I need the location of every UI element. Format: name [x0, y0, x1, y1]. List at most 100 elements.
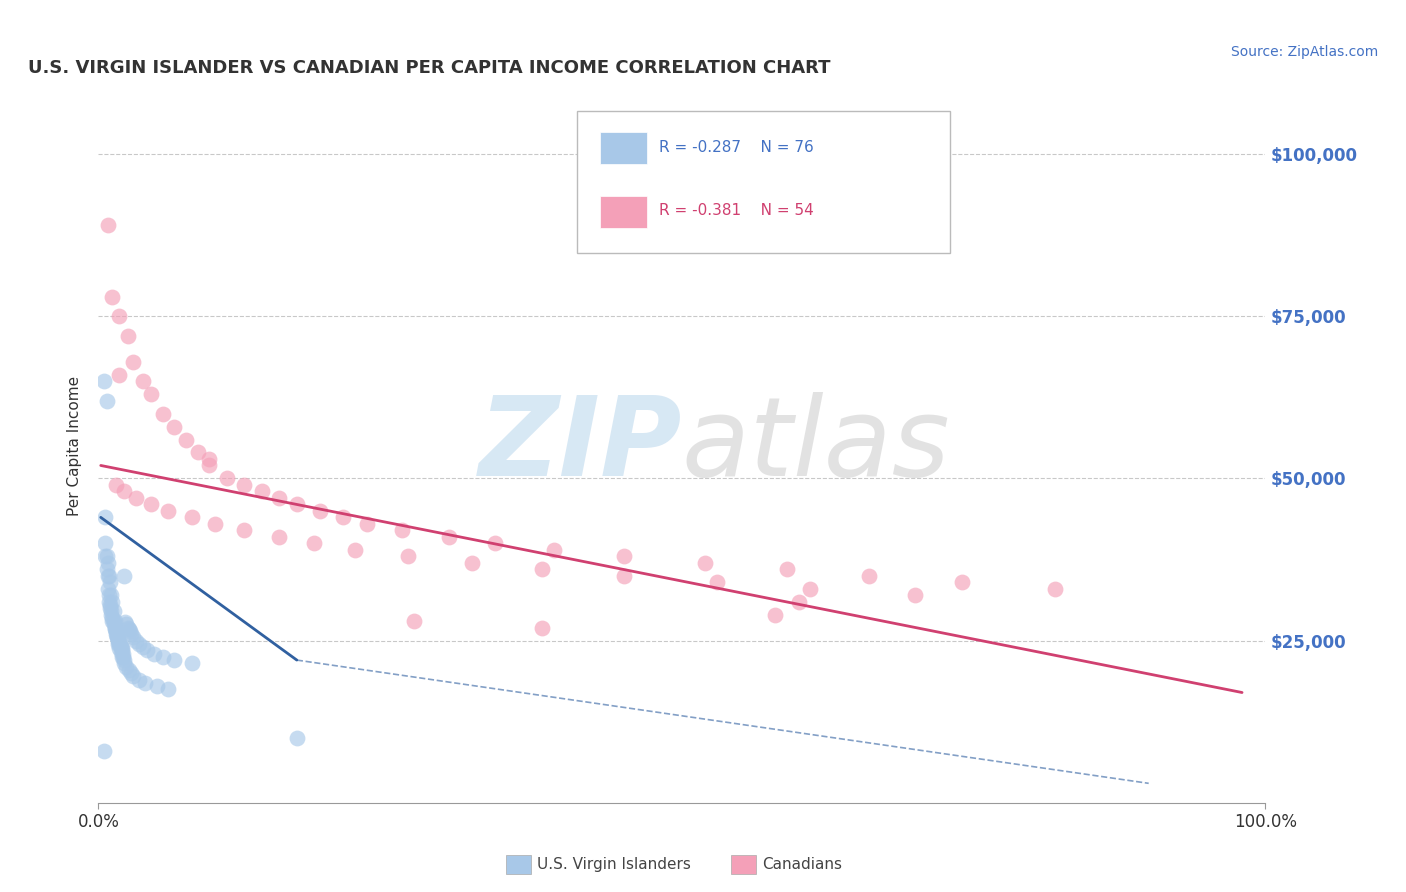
- Point: [143, 647, 166, 661]
- Text: atlas: atlas: [682, 392, 950, 500]
- Point: [787, 595, 810, 609]
- Point: [117, 621, 139, 635]
- Bar: [600, 132, 647, 164]
- Point: [117, 328, 139, 343]
- Point: [391, 524, 413, 538]
- Point: [96, 562, 118, 576]
- Text: Source: ZipAtlas.com: Source: ZipAtlas.com: [1230, 45, 1378, 59]
- Point: [107, 637, 129, 651]
- Point: [101, 611, 124, 625]
- Point: [111, 647, 134, 661]
- Point: [103, 615, 125, 630]
- Point: [94, 510, 117, 524]
- Point: [93, 744, 115, 758]
- Point: [120, 627, 142, 641]
- Point: [904, 588, 927, 602]
- Point: [110, 645, 132, 659]
- Point: [107, 633, 129, 648]
- Point: [309, 504, 332, 518]
- Point: [97, 568, 120, 582]
- Bar: [600, 196, 647, 228]
- Point: [101, 595, 124, 609]
- Point: [285, 731, 308, 745]
- Point: [115, 659, 138, 673]
- Point: [108, 310, 131, 324]
- Point: [132, 374, 155, 388]
- Point: [198, 452, 221, 467]
- Point: [112, 653, 135, 667]
- Point: [97, 219, 120, 233]
- Point: [269, 491, 291, 505]
- Point: [111, 641, 134, 656]
- Point: [104, 624, 127, 638]
- Point: [110, 640, 132, 654]
- Point: [763, 607, 786, 622]
- Point: [97, 568, 120, 582]
- Point: [285, 497, 308, 511]
- Point: [858, 568, 880, 582]
- Point: [215, 471, 238, 485]
- Point: [118, 622, 141, 636]
- Point: [96, 393, 118, 408]
- Point: [157, 504, 180, 518]
- Point: [1045, 582, 1067, 596]
- Point: [233, 478, 256, 492]
- Point: [163, 653, 186, 667]
- Text: ZIP: ZIP: [478, 392, 682, 500]
- Point: [107, 632, 129, 647]
- Point: [104, 624, 127, 638]
- Point: [104, 622, 127, 636]
- Text: U.S. Virgin Islanders: U.S. Virgin Islanders: [537, 857, 690, 871]
- Point: [146, 679, 169, 693]
- Point: [104, 478, 127, 492]
- Point: [356, 516, 378, 531]
- Point: [152, 649, 174, 664]
- Point: [180, 657, 202, 671]
- Point: [132, 640, 155, 654]
- Point: [104, 627, 127, 641]
- Point: [97, 582, 120, 596]
- Point: [108, 637, 131, 651]
- Point: [108, 641, 131, 656]
- Point: [233, 524, 256, 538]
- Point: [204, 516, 226, 531]
- Point: [950, 575, 973, 590]
- Point: [152, 407, 174, 421]
- Point: [396, 549, 419, 564]
- Point: [111, 649, 134, 664]
- Point: [98, 601, 121, 615]
- Point: [120, 666, 142, 681]
- Point: [136, 643, 159, 657]
- Point: [180, 510, 202, 524]
- Point: [111, 649, 134, 664]
- Point: [304, 536, 326, 550]
- Point: [163, 419, 186, 434]
- Point: [101, 290, 124, 304]
- Point: [114, 615, 136, 630]
- Point: [100, 607, 122, 622]
- Point: [105, 631, 128, 645]
- Point: [174, 433, 197, 447]
- Point: [101, 614, 124, 628]
- Point: [97, 595, 120, 609]
- Point: [103, 604, 125, 618]
- Point: [250, 484, 273, 499]
- Point: [122, 631, 145, 645]
- Point: [530, 621, 553, 635]
- Point: [706, 575, 728, 590]
- Text: R = -0.381    N = 54: R = -0.381 N = 54: [658, 203, 813, 218]
- Y-axis label: Per Capita Income: Per Capita Income: [67, 376, 83, 516]
- Point: [402, 614, 425, 628]
- Point: [96, 549, 118, 564]
- Point: [530, 562, 553, 576]
- Point: [332, 510, 354, 524]
- Point: [108, 635, 131, 649]
- FancyBboxPatch shape: [576, 111, 950, 253]
- Point: [100, 588, 122, 602]
- Point: [103, 617, 125, 632]
- Point: [105, 631, 128, 645]
- Point: [613, 549, 636, 564]
- Point: [94, 536, 117, 550]
- Text: R = -0.287    N = 76: R = -0.287 N = 76: [658, 140, 813, 155]
- Point: [111, 643, 134, 657]
